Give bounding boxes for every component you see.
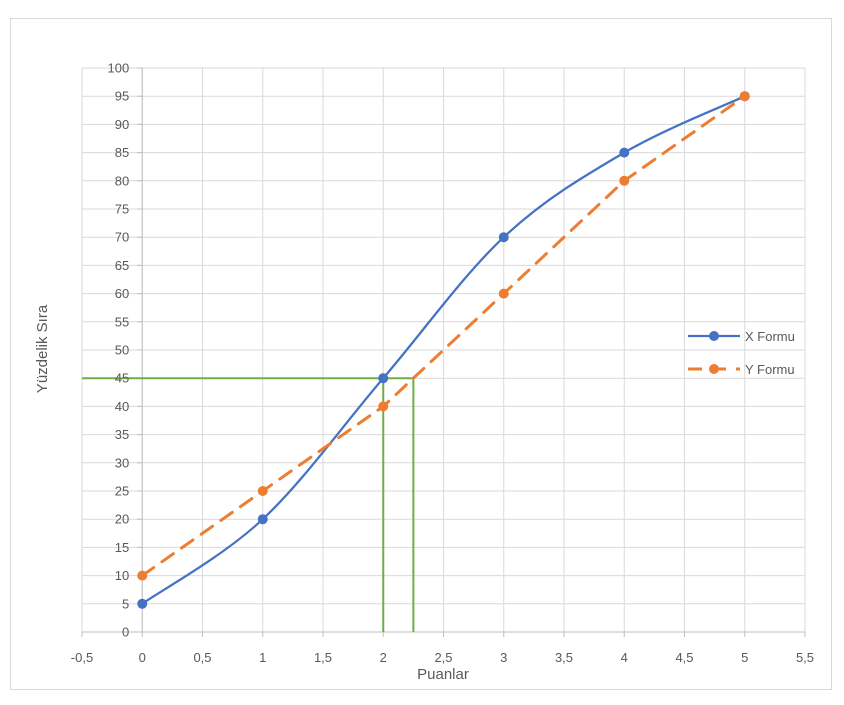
x-tick-label: 1 — [259, 650, 266, 665]
x-tick-label: 0,5 — [193, 650, 211, 665]
x-tick-label: 3 — [500, 650, 507, 665]
legend-marker — [709, 331, 719, 341]
y-tick-label: 10 — [115, 568, 129, 583]
x-tick-label: -0,5 — [71, 650, 93, 665]
data-point — [619, 175, 630, 186]
y-tick-label: 25 — [115, 484, 129, 499]
y-tick-label: 65 — [115, 258, 129, 273]
data-point — [137, 570, 148, 581]
legend-label: X Formu — [745, 329, 795, 344]
data-point — [257, 514, 268, 525]
y-tick-label: 60 — [115, 286, 129, 301]
y-tick-label: 15 — [115, 540, 129, 555]
legend: X Formu Y Formu — [688, 329, 795, 377]
data-point — [257, 486, 268, 496]
x-tick-label: 3,5 — [555, 650, 573, 665]
data-point — [137, 598, 148, 609]
y-tick-label: 5 — [122, 596, 129, 611]
x-axis-title: Puanlar — [417, 666, 469, 683]
y-tick-label: 75 — [115, 202, 129, 217]
y-tick-label: 85 — [115, 145, 129, 160]
x-tick-label: 0 — [139, 650, 146, 665]
data-point — [378, 401, 389, 412]
series-lines — [137, 91, 750, 609]
x-tick-label: 4 — [621, 650, 628, 665]
x-tick-label: 2 — [380, 650, 387, 665]
y-tick-label: 70 — [115, 230, 129, 245]
y-tick-label: 50 — [115, 343, 129, 358]
y-tick-label: 40 — [115, 399, 129, 414]
tick-labels: -0,5 0 0,5 1 1,5 2 2,5 3 3,5 4 4,5 5 5,5 0 5 10 15 20 25 30… — [71, 61, 814, 666]
legend-label: Y Formu — [745, 362, 795, 377]
y-tick-label: 20 — [115, 512, 129, 527]
chart-frame — [10, 18, 832, 690]
data-point — [378, 373, 389, 384]
data-point — [619, 147, 630, 158]
legend-marker — [709, 364, 719, 374]
axes — [81, 67, 806, 637]
y-axis-title: Yüzdelik Sıra — [34, 304, 51, 393]
x-tick-label: 4,5 — [675, 650, 693, 665]
x-tick-label: 2,5 — [434, 650, 452, 665]
x-tick-label: 5 — [741, 650, 748, 665]
series-line-y-formu — [140, 94, 747, 578]
data-point — [739, 91, 750, 102]
y-tick-label: 90 — [115, 117, 129, 132]
y-tick-label: 30 — [115, 455, 129, 470]
y-tick-label: 100 — [108, 61, 130, 76]
y-tick-label: 80 — [115, 173, 129, 188]
y-tick-label: 35 — [115, 427, 129, 442]
guide-lines — [82, 377, 415, 632]
y-tick-label: 55 — [115, 314, 129, 329]
x-tick-label: 1,5 — [314, 650, 332, 665]
y-tick-label: 0 — [122, 625, 129, 640]
x-tick-label: 5,5 — [796, 650, 814, 665]
y-tick-label: 45 — [115, 371, 129, 386]
y-tick-label: 95 — [115, 89, 129, 104]
data-point — [498, 288, 509, 299]
data-point — [498, 232, 509, 243]
gridlines — [81, 67, 806, 633]
